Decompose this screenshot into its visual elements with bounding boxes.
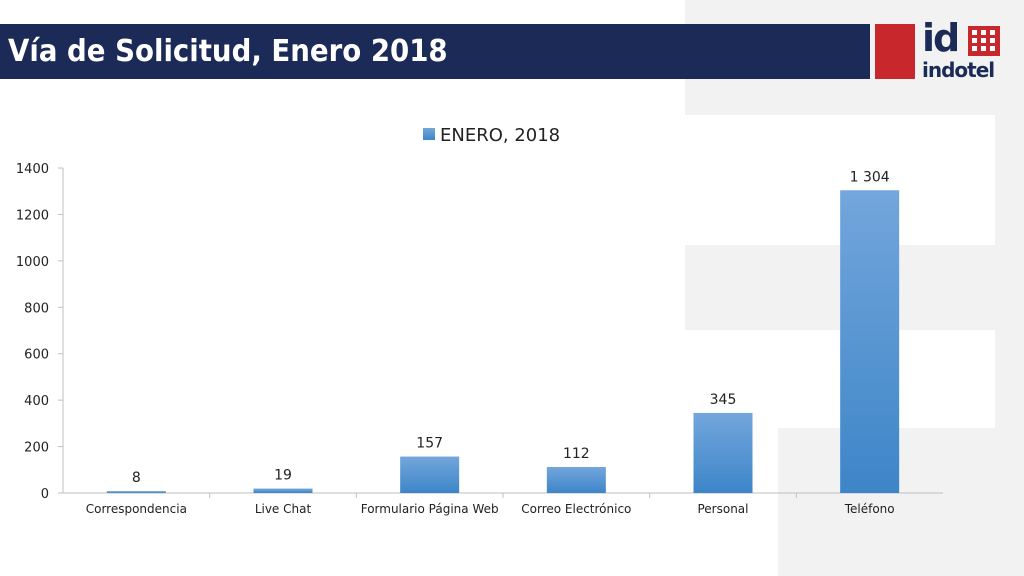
y-tick-label: 0 <box>41 487 49 502</box>
bar <box>253 488 313 493</box>
title-bar: Vía de Solicitud, Enero 2018 <box>0 24 870 79</box>
bar <box>693 412 753 493</box>
legend-swatch <box>423 128 435 140</box>
x-tick-label: Teléfono <box>844 502 895 516</box>
legend: ENERO, 2018 <box>423 125 560 146</box>
legend-label: ENERO, 2018 <box>440 125 560 146</box>
y-tick-label: 1000 <box>16 255 49 270</box>
x-axis-labels: Correspondencia Live Chat Formulario Págin… <box>86 493 895 516</box>
data-label: 1 304 <box>850 169 890 185</box>
y-tick-label: 1400 <box>16 162 49 177</box>
logo-mark: id <box>922 16 960 60</box>
slide-title: Vía de Solicitud, Enero 2018 <box>8 34 448 69</box>
data-label: 345 <box>710 392 737 408</box>
y-tick-label: 1200 <box>16 208 49 223</box>
bars: 8 19 157 112 345 1 304 <box>106 169 900 494</box>
x-tick-label: Live Chat <box>255 502 312 516</box>
background-panel-bottom <box>778 428 1024 576</box>
y-tick-label: 600 <box>24 348 49 363</box>
data-label: 112 <box>563 446 590 462</box>
x-tick-label: Formulario Página Web <box>361 502 499 516</box>
data-label: 8 <box>132 470 141 486</box>
logo-word: indotel <box>922 58 995 82</box>
logo-red-block <box>875 24 915 79</box>
bar <box>400 456 460 493</box>
y-axis-ticks: 0 200 400 600 800 1000 1200 1400 <box>16 162 63 502</box>
phone-keypad-icon <box>968 26 1000 56</box>
data-label: 19 <box>274 468 292 484</box>
y-tick-label: 200 <box>24 441 49 456</box>
indotel-logo: id indotel <box>922 16 1002 84</box>
bar <box>840 190 900 494</box>
bar <box>546 467 606 493</box>
y-tick-label: 800 <box>24 301 49 316</box>
data-label: 157 <box>416 436 443 452</box>
y-tick-label: 400 <box>24 394 49 409</box>
bar <box>106 491 166 493</box>
x-tick-label: Correo Electrónico <box>521 502 631 516</box>
x-tick-label: Correspondencia <box>86 502 187 516</box>
x-tick-label: Personal <box>697 502 748 516</box>
